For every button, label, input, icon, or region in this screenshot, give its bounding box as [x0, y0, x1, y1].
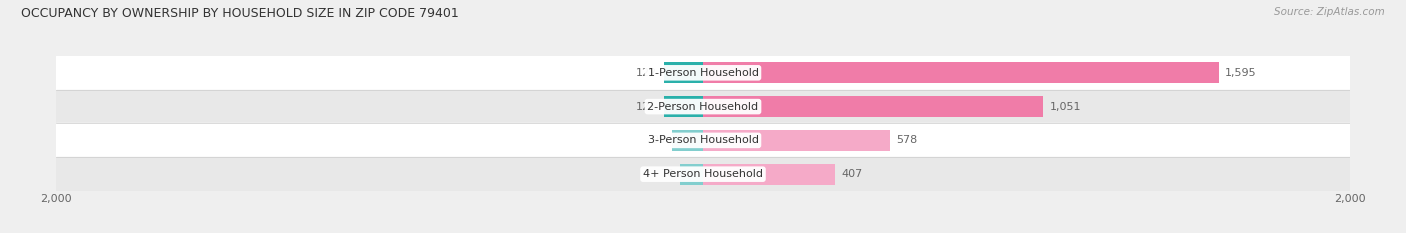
Bar [703, 164, 835, 185]
Bar [56, 90, 1350, 123]
Text: 122: 122 [636, 68, 657, 78]
Text: 407: 407 [841, 169, 862, 179]
Bar [681, 164, 703, 185]
Text: 95: 95 [652, 135, 666, 145]
Text: OCCUPANCY BY OWNERSHIP BY HOUSEHOLD SIZE IN ZIP CODE 79401: OCCUPANCY BY OWNERSHIP BY HOUSEHOLD SIZE… [21, 7, 458, 20]
Bar [672, 130, 703, 151]
Text: 3-Person Household: 3-Person Household [648, 135, 758, 145]
Text: 1,051: 1,051 [1049, 102, 1081, 112]
Bar [56, 123, 1350, 157]
Bar [703, 62, 1219, 83]
Bar [664, 96, 703, 117]
Bar [664, 62, 703, 83]
Text: Source: ZipAtlas.com: Source: ZipAtlas.com [1274, 7, 1385, 17]
Text: 121: 121 [637, 102, 658, 112]
Text: 70: 70 [659, 169, 673, 179]
Text: 1,595: 1,595 [1225, 68, 1257, 78]
Text: 578: 578 [897, 135, 918, 145]
Text: 2-Person Household: 2-Person Household [647, 102, 759, 112]
Bar [56, 157, 1350, 191]
Text: 4+ Person Household: 4+ Person Household [643, 169, 763, 179]
Bar [703, 96, 1043, 117]
Text: 1-Person Household: 1-Person Household [648, 68, 758, 78]
Bar [56, 56, 1350, 90]
Bar [703, 130, 890, 151]
